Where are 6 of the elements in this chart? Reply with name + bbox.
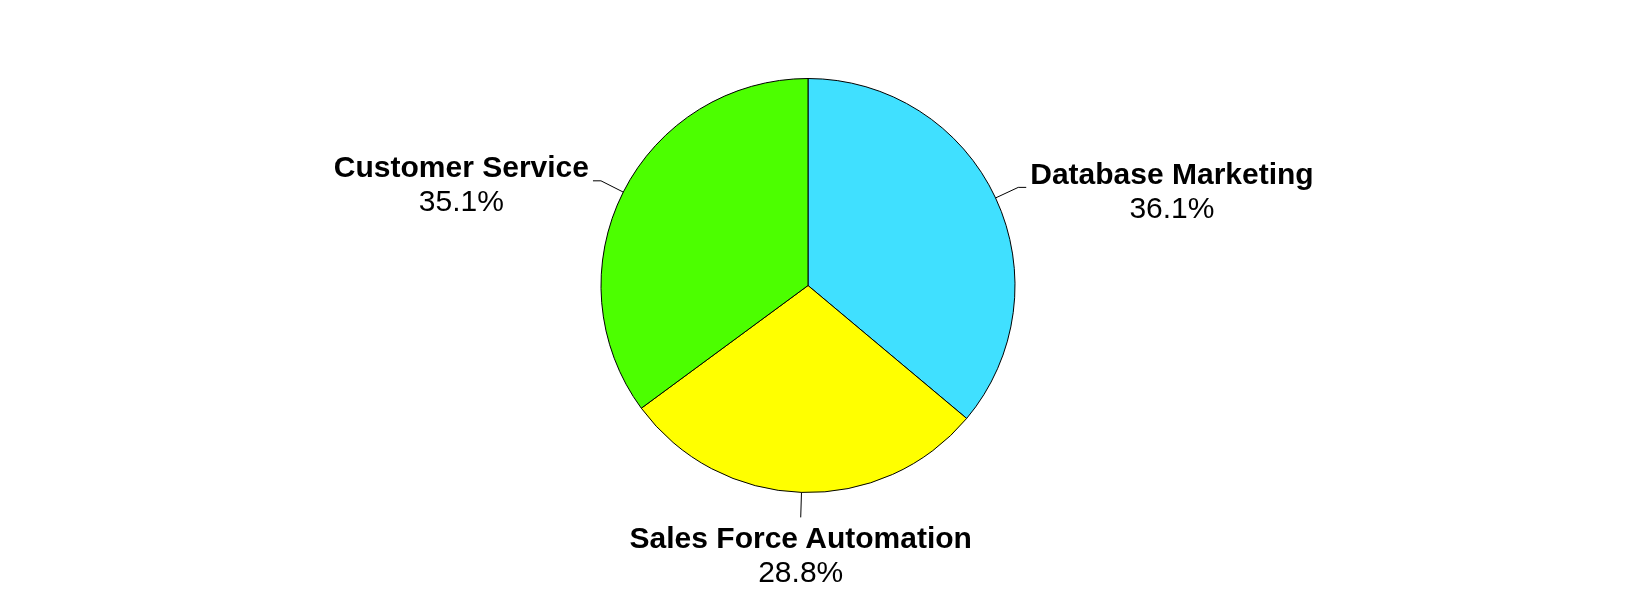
data-label: 36.1%	[1129, 190, 1215, 224]
slice-label: Sales Force Automation	[629, 520, 972, 554]
slice-label: Database Marketing	[1030, 156, 1314, 190]
slice-label: Customer Service	[333, 150, 589, 184]
data-label: 28.8%	[758, 554, 844, 588]
data-label: 35.1%	[418, 184, 504, 218]
